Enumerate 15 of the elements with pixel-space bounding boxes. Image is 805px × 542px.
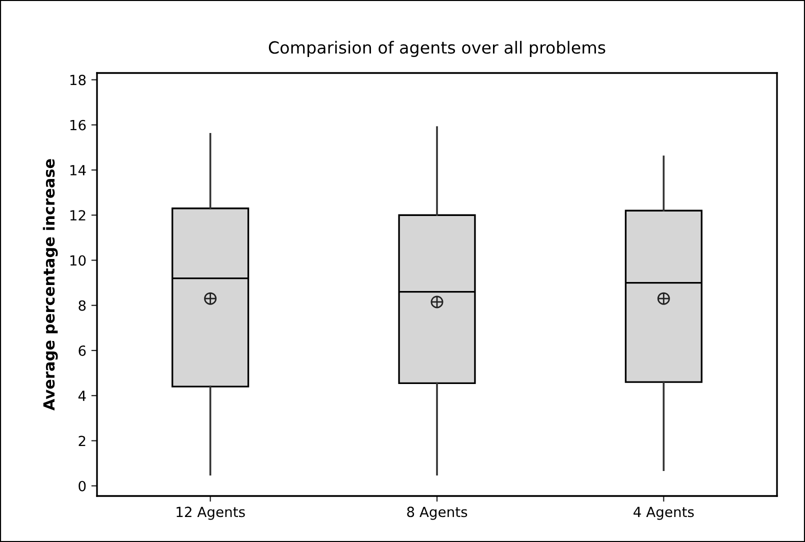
y-tick-label: 16	[70, 120, 86, 130]
x-tick-label: 12 Agents	[176, 506, 245, 520]
y-tick-label: 14	[70, 165, 86, 176]
x-tick-label: 8 Agents	[407, 506, 468, 520]
y-tick-label: 2	[78, 436, 86, 446]
y-tick-label: 6	[78, 345, 86, 356]
y-tick-label: 10	[70, 255, 86, 266]
x-tick-label: 4 Agents	[634, 506, 694, 520]
y-tick-label: 8	[78, 300, 86, 311]
y-tick-label: 4	[78, 390, 86, 401]
y-tick-label: 12	[70, 210, 86, 220]
y-axis-title: Average percentage increase	[42, 159, 58, 411]
y-tick-label: 0	[78, 480, 86, 492]
y-tick-label: 18	[70, 74, 86, 86]
chart-title: Comparision of agents over all problems	[268, 40, 606, 58]
